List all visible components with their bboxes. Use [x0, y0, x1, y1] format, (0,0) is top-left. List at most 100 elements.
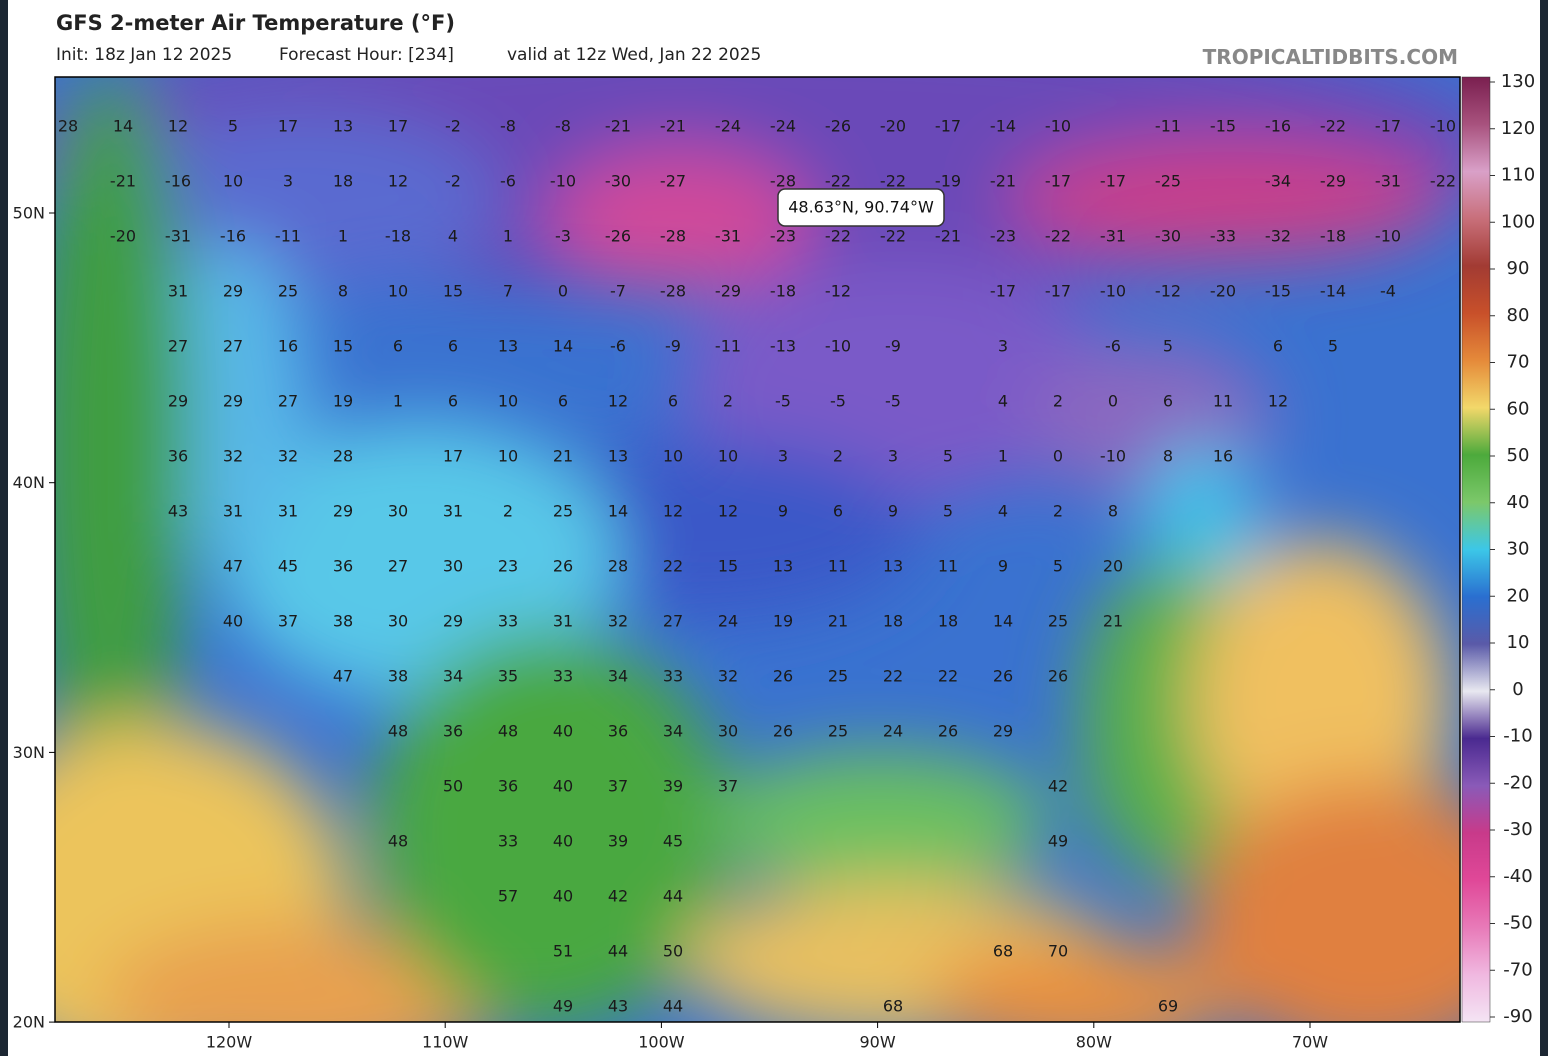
temperature-label: -24 — [770, 117, 796, 136]
temperature-label: 36 — [333, 557, 353, 576]
temperature-label: -28 — [660, 227, 686, 246]
tooltip: 48.63°N, 90.74°W — [788, 198, 934, 217]
temperature-label: -17 — [1100, 172, 1126, 191]
temperature-label: 4 — [448, 227, 458, 246]
temperature-label: 1 — [338, 227, 348, 246]
temperature-label: -10 — [550, 172, 576, 191]
lat-label: 20N — [13, 1013, 45, 1032]
temperature-label: 2 — [723, 392, 733, 411]
temperature-label: 18 — [333, 172, 353, 191]
temperature-label: 5 — [1053, 557, 1063, 576]
temperature-label: 6 — [1163, 392, 1173, 411]
temperature-label: 14 — [993, 612, 1013, 631]
temperature-label: 40 — [553, 887, 573, 906]
temperature-label: 24 — [883, 722, 903, 741]
lon-label: 110W — [422, 1033, 469, 1052]
temperature-label: 5 — [943, 447, 953, 466]
colorbar-label: -50 — [1503, 913, 1532, 934]
temperature-label: 6 — [833, 502, 843, 521]
temperature-label: 26 — [773, 722, 793, 741]
temperature-label: -11 — [275, 227, 301, 246]
temperature-label: 27 — [168, 337, 188, 356]
temperature-label: 10 — [223, 172, 243, 191]
temperature-label: 5 — [943, 502, 953, 521]
temperature-label: 18 — [883, 612, 903, 631]
temperature-label: -19 — [935, 172, 961, 191]
temperature-label: 31 — [278, 502, 298, 521]
temperature-label: 28 — [333, 447, 353, 466]
temperature-label: 33 — [498, 612, 518, 631]
temperature-label: 25 — [828, 667, 848, 686]
temperature-label: -28 — [660, 282, 686, 301]
temperature-label: 33 — [553, 667, 573, 686]
temperature-label: 26 — [553, 557, 573, 576]
colorbar-label: -90 — [1503, 1006, 1532, 1027]
temperature-field — [55, 77, 1460, 1022]
temperature-label: -32 — [1265, 227, 1291, 246]
temperature-label: 6 — [668, 392, 678, 411]
temperature-label: -29 — [715, 282, 741, 301]
temperature-label: 16 — [1213, 447, 1233, 466]
temperature-label: 21 — [1103, 612, 1123, 631]
temperature-label: 28 — [58, 117, 78, 136]
temperature-label: 30 — [388, 502, 408, 521]
temperature-label: -5 — [775, 392, 791, 411]
temperature-label: 10 — [498, 392, 518, 411]
colorbar — [1461, 76, 1491, 1023]
valid-time: valid at 12z Wed, Jan 22 2025 — [507, 45, 761, 65]
temperature-label: -22 — [825, 172, 851, 191]
colorbar-label: 50 — [1507, 445, 1530, 466]
temperature-label: 1 — [998, 447, 1008, 466]
temperature-label: 14 — [113, 117, 133, 136]
temperature-label: 2 — [833, 447, 843, 466]
temperature-label: 8 — [1108, 502, 1118, 521]
temperature-label: 6 — [448, 392, 458, 411]
temperature-label: 51 — [553, 942, 573, 961]
temperature-label: -11 — [715, 337, 741, 356]
colorbar-label: 100 — [1501, 211, 1535, 232]
colorbar-label: 0 — [1512, 679, 1523, 700]
temperature-label: -9 — [885, 337, 901, 356]
temperature-label: 3 — [283, 172, 293, 191]
temperature-label: 4 — [998, 392, 1008, 411]
temperature-label: -21 — [990, 172, 1016, 191]
temperature-label: 17 — [388, 117, 408, 136]
temperature-label: 27 — [223, 337, 243, 356]
temperature-label: 5 — [1328, 337, 1338, 356]
temperature-label: 47 — [223, 557, 243, 576]
colorbar-label: 30 — [1507, 539, 1530, 560]
temperature-label: 43 — [168, 502, 188, 521]
temperature-label: 47 — [333, 667, 353, 686]
temperature-label: 3 — [888, 447, 898, 466]
temperature-label: 27 — [388, 557, 408, 576]
temperature-label: 13 — [333, 117, 353, 136]
lat-label: 50N — [13, 204, 45, 223]
temperature-label: 40 — [553, 722, 573, 741]
temperature-label: -18 — [385, 227, 411, 246]
temperature-label: 68 — [883, 997, 903, 1016]
forecast-hour: Forecast Hour: [234] — [279, 45, 454, 65]
temperature-label: -20 — [1210, 282, 1236, 301]
temperature-label: -11 — [1155, 117, 1181, 136]
temperature-label: 6 — [558, 392, 568, 411]
temperature-label: 39 — [608, 832, 628, 851]
temperature-label: -22 — [1045, 227, 1071, 246]
temperature-label: 8 — [1163, 447, 1173, 466]
temperature-label: -15 — [1265, 282, 1291, 301]
lat-label: 40N — [13, 473, 45, 492]
temperature-label: 18 — [938, 612, 958, 631]
temperature-label: -16 — [1265, 117, 1291, 136]
init: Init: 18z Jan 12 2025 — [56, 45, 232, 65]
title: GFS 2-meter Air Temperature (°F) — [56, 11, 455, 35]
temperature-label: -5 — [830, 392, 846, 411]
tooltip-box — [777, 188, 945, 227]
temperature-label: 25 — [553, 502, 573, 521]
temperature-label: 27 — [278, 392, 298, 411]
colorbar-label: 80 — [1507, 305, 1530, 326]
temperature-label: -5 — [885, 392, 901, 411]
colorbar-label: -70 — [1503, 959, 1532, 980]
temperature-label: 42 — [608, 887, 628, 906]
temperature-label: 44 — [608, 942, 628, 961]
temperature-label: 0 — [1053, 447, 1063, 466]
temperature-label: 31 — [553, 612, 573, 631]
